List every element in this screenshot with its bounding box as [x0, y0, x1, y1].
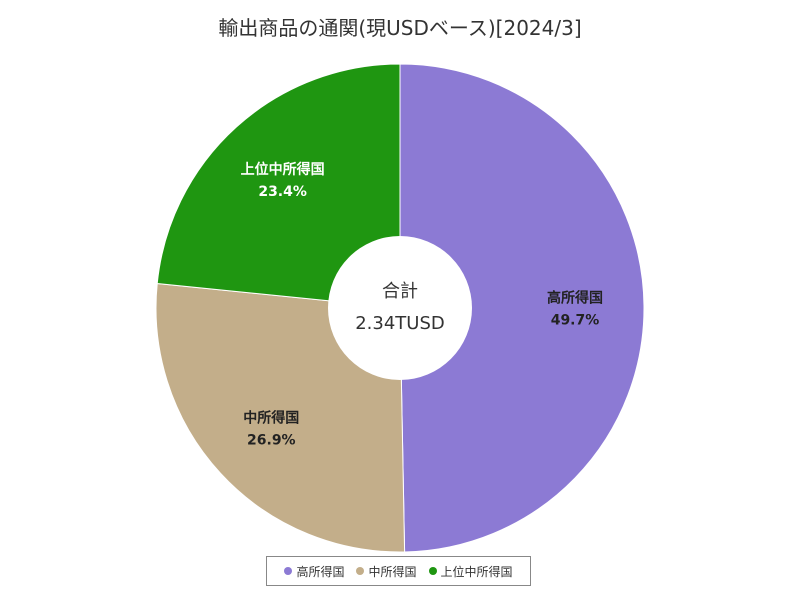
slice-upper-middle-income: [156, 63, 401, 309]
slice-value-high-income: 49.7%: [551, 312, 600, 328]
legend-marker-upper-middle-income: [428, 567, 437, 575]
legend-item-high-income: 高所得国: [284, 563, 344, 580]
legend-marker-high-income: [284, 567, 293, 575]
center-label: 合計: [382, 281, 418, 302]
slice-label-upper-middle-income: 上位中所得国: [241, 161, 325, 178]
slice-value-middle-income: 26.9%: [247, 433, 296, 449]
slice-label-high-income: 高所得国: [547, 289, 603, 306]
donut-hole: [328, 236, 472, 380]
labels-layer: 高所得国 49.7% 中所得国 26.9% 上位中所得国 23.4%: [241, 161, 603, 448]
legend-item-upper-middle-income: 上位中所得国: [428, 563, 513, 580]
slice-value-upper-middle-income: 23.4%: [258, 184, 307, 200]
legend-marker-middle-income: [356, 567, 365, 575]
slice-label-middle-income: 中所得国: [243, 410, 299, 427]
legend-label-high-income: 高所得国: [296, 564, 345, 579]
center-value: 2.34TUSD: [355, 313, 445, 334]
legend-label-middle-income: 中所得国: [368, 564, 417, 579]
slice-high-income: [399, 63, 645, 553]
chart-title: 輸出商品の通関(現USDベース)[2024/3]: [218, 16, 582, 40]
legend-label-upper-middle-income: 上位中所得国: [440, 564, 513, 579]
legend: 高所得国 中所得国 上位中所得国: [266, 556, 531, 586]
legend-item-middle-income: 中所得国: [356, 563, 417, 580]
